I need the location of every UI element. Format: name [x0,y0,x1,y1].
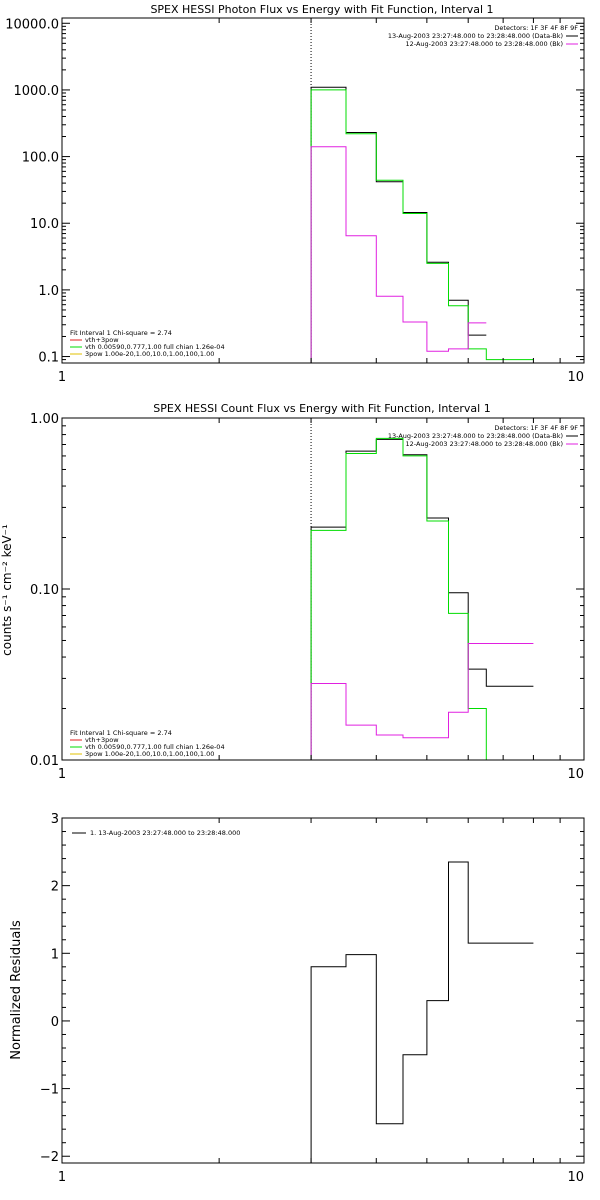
count-y-axis-label: counts s⁻¹ cm⁻² keV⁻¹ [0,524,14,656]
photon-flux-panel: SPEX HESSI Photon Flux vs Energy with Fi… [5,3,585,385]
photon-x-tick-label-1: 10 [567,370,584,385]
photon-series-2 [310,146,487,363]
count-x-tick-label-0: 1 [58,767,66,782]
photon-y-tick-label-4: 1000.0 [14,84,60,99]
count-detectors-label: Detectors: 1F 3F 4F 8F 9F [494,424,578,432]
residuals-panel: Normalized Residuals −2 −1 0 1 2 3 1 10 1. 13-A… [9,812,585,1185]
count-fit-header: Fit Interval 1 Chi-square = 2.74 [70,729,172,737]
count-legend-data-bk: 13-Aug-2003 23:27:48.000 to 23:28:48.000… [388,432,563,440]
photon-fit-total: vth+3pow [85,336,119,344]
count-fit-total: vth+3pow [85,736,119,744]
residuals-y-tick-label-0: −2 [40,1150,59,1165]
photon-y-tick-label-0: 0.1 [38,351,59,366]
count-y-tick-label-0: 0.01 [30,754,59,769]
photon-y-tick-label-5: 10000.0 [5,17,59,32]
photon-fit-vth: vth 0.00590,0.777,1.00 full chian 1.26e-… [85,343,225,351]
residuals-y-tick-label-2: 0 [51,1015,59,1030]
count-series-1 [310,437,534,761]
photon-y-tick-label-3: 100.0 [22,151,59,166]
photon-legend-bk: 12-Aug-2003 23:27:48.000 to 23:28:48.000… [406,40,563,48]
count-y-tick-label-1: 0.10 [30,583,59,598]
count-y-tick-label-2: 1.00 [30,412,59,427]
photon-fit-legend: Fit Interval 1 Chi-square = 2.74 vth+3po… [70,329,225,358]
count-series-0 [310,438,534,760]
count-series-2 [310,643,534,760]
photon-legend-data-bk: 13-Aug-2003 23:27:48.000 to 23:28:48.000… [388,32,563,40]
photon-series-0 [310,86,487,363]
count-plot-frame [61,417,585,761]
residuals-y-axis-label: Normalized Residuals [9,920,24,1060]
count-fit-vth: vth 0.00590,0.777,1.00 full chian 1.26e-… [85,743,225,751]
residuals-x-tick-label-0: 1 [58,1170,66,1185]
residuals-y-tick-label-1: −1 [40,1083,59,1098]
residuals-legend: 1. 13-Aug-2003 23:27:48.000 to 23:28:48.… [72,829,240,837]
photon-series-1 [310,89,534,363]
count-top-legend: Detectors: 1F 3F 4F 8F 9F 13-Aug-2003 23… [388,424,578,448]
residuals-x-tick-label-1: 10 [567,1170,584,1185]
photon-fit-header: Fit Interval 1 Chi-square = 2.74 [70,329,172,337]
residuals-y-tick-label-5: 3 [51,812,59,827]
photon-x-tick-label-0: 1 [58,370,66,385]
residuals-y-tick-label-4: 2 [51,880,59,895]
photon-plot-frame [61,17,585,364]
photon-fit-3pow: 3pow 1.00e-20,1.00,10.0,1.00,100,1.00 [85,350,214,358]
count-flux-panel: SPEX HESSI Count Flux vs Energy with Fit… [0,402,585,782]
photon-detectors-label: Detectors: 1F 3F 4F 8F 9F [494,24,578,32]
count-legend-bk: 12-Aug-2003 23:27:48.000 to 23:28:48.000… [406,440,563,448]
residuals-y-tick-label-3: 1 [51,947,59,962]
photon-top-legend: Detectors: 1F 3F 4F 8F 9F 13-Aug-2003 23… [388,24,578,48]
photon-panel-title: SPEX HESSI Photon Flux vs Energy with Fi… [150,3,493,16]
residuals-plot-frame [61,817,585,1164]
count-panel-title: SPEX HESSI Count Flux vs Energy with Fit… [153,402,490,415]
count-fit-3pow: 3pow 1.00e-20,1.00,10.0,1.00,100,1.00 [85,750,214,758]
photon-y-tick-label-2: 10.0 [30,217,59,232]
residuals-series-0 [310,861,534,1163]
residuals-legend-label: 1. 13-Aug-2003 23:27:48.000 to 23:28:48.… [90,829,240,837]
photon-y-tick-label-1: 1.0 [38,284,59,299]
count-x-tick-label-1: 10 [567,767,584,782]
count-fit-legend: Fit Interval 1 Chi-square = 2.74 vth+3po… [70,729,225,758]
